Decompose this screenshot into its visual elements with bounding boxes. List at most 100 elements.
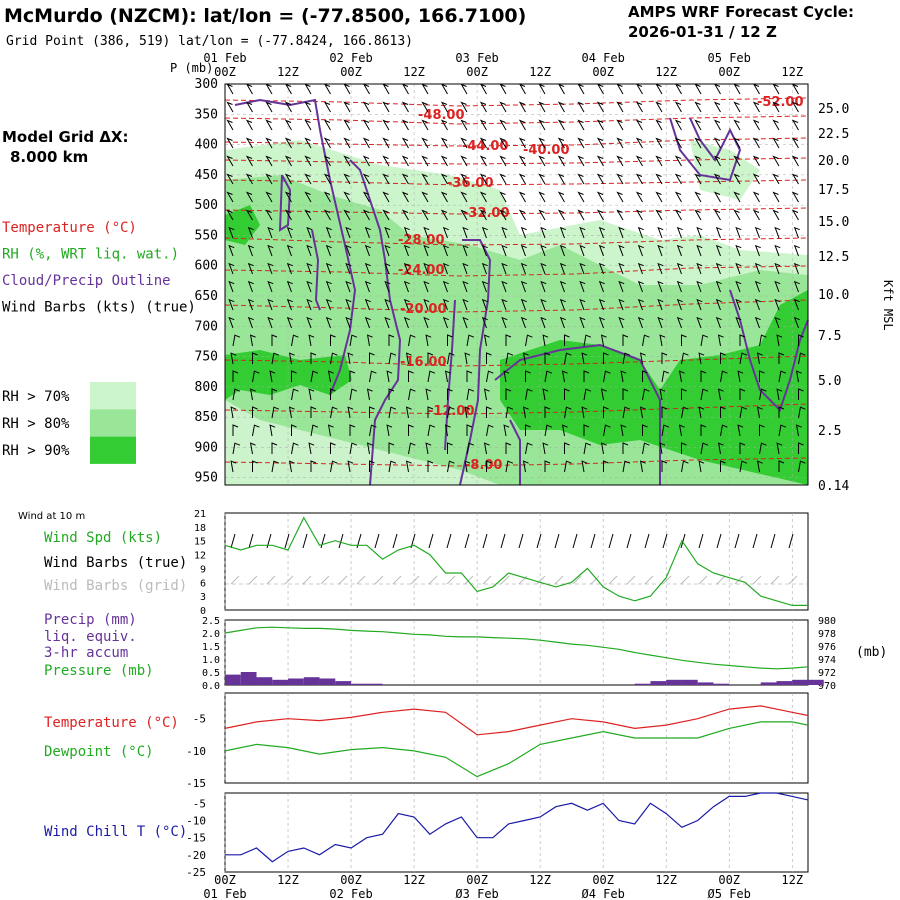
wind-barb bbox=[635, 101, 643, 113]
cloud-outline-segment bbox=[729, 289, 809, 412]
wind-barb bbox=[642, 370, 648, 382]
wind-barb bbox=[596, 173, 604, 185]
wind-barb bbox=[288, 352, 295, 365]
wind-barb bbox=[323, 155, 331, 167]
wind-barb bbox=[518, 137, 526, 149]
precip-bar bbox=[713, 683, 730, 685]
wind-barb bbox=[518, 191, 526, 203]
wind-barb bbox=[564, 334, 570, 346]
top-date-label: 01 Feb bbox=[203, 51, 246, 65]
wind-barb bbox=[581, 460, 588, 473]
wind-barb bbox=[596, 209, 604, 221]
grid-wind-barb bbox=[266, 575, 276, 585]
wind-barb bbox=[325, 244, 332, 257]
wind-barb bbox=[362, 173, 370, 185]
wind-barb bbox=[791, 173, 799, 185]
wind-barb bbox=[616, 191, 624, 203]
wind-barb bbox=[306, 316, 313, 329]
true-wind-barb bbox=[464, 533, 470, 549]
wind-barb bbox=[733, 101, 741, 113]
rh-region bbox=[690, 140, 760, 200]
bottom-hour-label: 00Z bbox=[592, 873, 614, 887]
grid-wind-barb bbox=[536, 575, 546, 585]
wind-barb bbox=[676, 262, 683, 275]
wind-barb bbox=[793, 280, 800, 293]
wind-barb bbox=[345, 226, 352, 239]
temperature-label: Temperature (°C) bbox=[44, 715, 179, 731]
wind-barb bbox=[230, 460, 237, 473]
wind-barb bbox=[778, 424, 787, 437]
wind-barb bbox=[720, 406, 726, 418]
wind-barb bbox=[265, 191, 273, 203]
cloud-outline-segment bbox=[311, 229, 321, 311]
wind-barb bbox=[637, 244, 644, 257]
variable-legend: Temperature (°C) RH (%, WRT liq. wat.) Clo… bbox=[2, 220, 196, 316]
cloud-outline-segment bbox=[669, 117, 742, 182]
wind-barb bbox=[557, 119, 565, 131]
wind-barb bbox=[756, 460, 763, 473]
wind-barb bbox=[559, 226, 566, 239]
wind-barb bbox=[267, 298, 274, 311]
wind-barb bbox=[247, 226, 254, 239]
height-tick-label: 25.0 bbox=[818, 102, 849, 117]
height-tick-label: 0.14 bbox=[818, 479, 849, 494]
wind-barb bbox=[579, 226, 586, 239]
wind-barb bbox=[720, 352, 726, 364]
height-tick-label: 20.0 bbox=[818, 154, 849, 169]
bottom-date-label: Ø5 Feb bbox=[708, 887, 751, 900]
wind-chill-label: Wind Chill T (°C) bbox=[44, 824, 187, 840]
wind-barb bbox=[304, 191, 312, 203]
wind-barb bbox=[752, 119, 760, 131]
temperature-contour-label: -16.00 bbox=[400, 355, 447, 370]
wind-barb bbox=[271, 460, 280, 473]
pressure-tick-label: 550 bbox=[195, 228, 218, 243]
wind-barb bbox=[369, 406, 375, 418]
wind-barb bbox=[444, 424, 451, 437]
wind-barb bbox=[403, 316, 410, 329]
wind-barb bbox=[655, 101, 663, 113]
wind-barb bbox=[479, 209, 487, 221]
wind-barb bbox=[462, 262, 469, 275]
cross-section-frame bbox=[224, 83, 809, 486]
bottom-hour-label: 00Z bbox=[214, 873, 236, 887]
bottom-time-axis: 00Z 12Z 00Z 12Z 00Z 12Z 00Z 12Z 00Z 12Z 01 Feb 02 F… bbox=[203, 873, 803, 900]
wind-barb bbox=[715, 262, 722, 275]
precip-bar bbox=[760, 682, 777, 685]
wind-barb bbox=[325, 262, 332, 275]
wind-barb bbox=[603, 406, 609, 418]
wind-barb bbox=[384, 262, 391, 275]
grid-wind-barb bbox=[644, 575, 654, 585]
temperature-isotherm bbox=[224, 207, 809, 215]
wind-barb bbox=[642, 424, 648, 436]
wind-barb bbox=[674, 173, 682, 185]
temperature-isotherm bbox=[224, 115, 809, 125]
wind-barb bbox=[286, 262, 293, 275]
true-wind-barb bbox=[680, 533, 686, 549]
wind-barb bbox=[637, 226, 644, 239]
wind-barb bbox=[700, 388, 709, 401]
wind-barb bbox=[661, 460, 668, 472]
wind-barb bbox=[232, 442, 241, 455]
wind-barb bbox=[364, 244, 371, 257]
wind-barb bbox=[245, 137, 253, 149]
rh-region bbox=[225, 350, 352, 400]
wind-barb bbox=[440, 137, 448, 149]
wind-barb bbox=[522, 352, 529, 365]
wind-barb bbox=[678, 424, 685, 437]
wind-barb bbox=[752, 101, 760, 113]
wind-barb bbox=[577, 209, 585, 221]
wind-barb bbox=[798, 334, 804, 346]
bottom-hour-label: 12Z bbox=[403, 873, 425, 887]
wind-barb bbox=[421, 155, 429, 167]
wind-barb bbox=[655, 173, 663, 185]
wind-barb bbox=[384, 298, 391, 311]
wind-barb bbox=[382, 173, 390, 185]
height-tick-label: 15.0 bbox=[818, 215, 849, 230]
wind-barb bbox=[349, 370, 356, 382]
wind-barb bbox=[754, 262, 761, 275]
wind-barb bbox=[616, 101, 624, 113]
wind-barb bbox=[423, 226, 430, 239]
wind-barb bbox=[739, 388, 746, 400]
wind-barb bbox=[657, 316, 664, 329]
